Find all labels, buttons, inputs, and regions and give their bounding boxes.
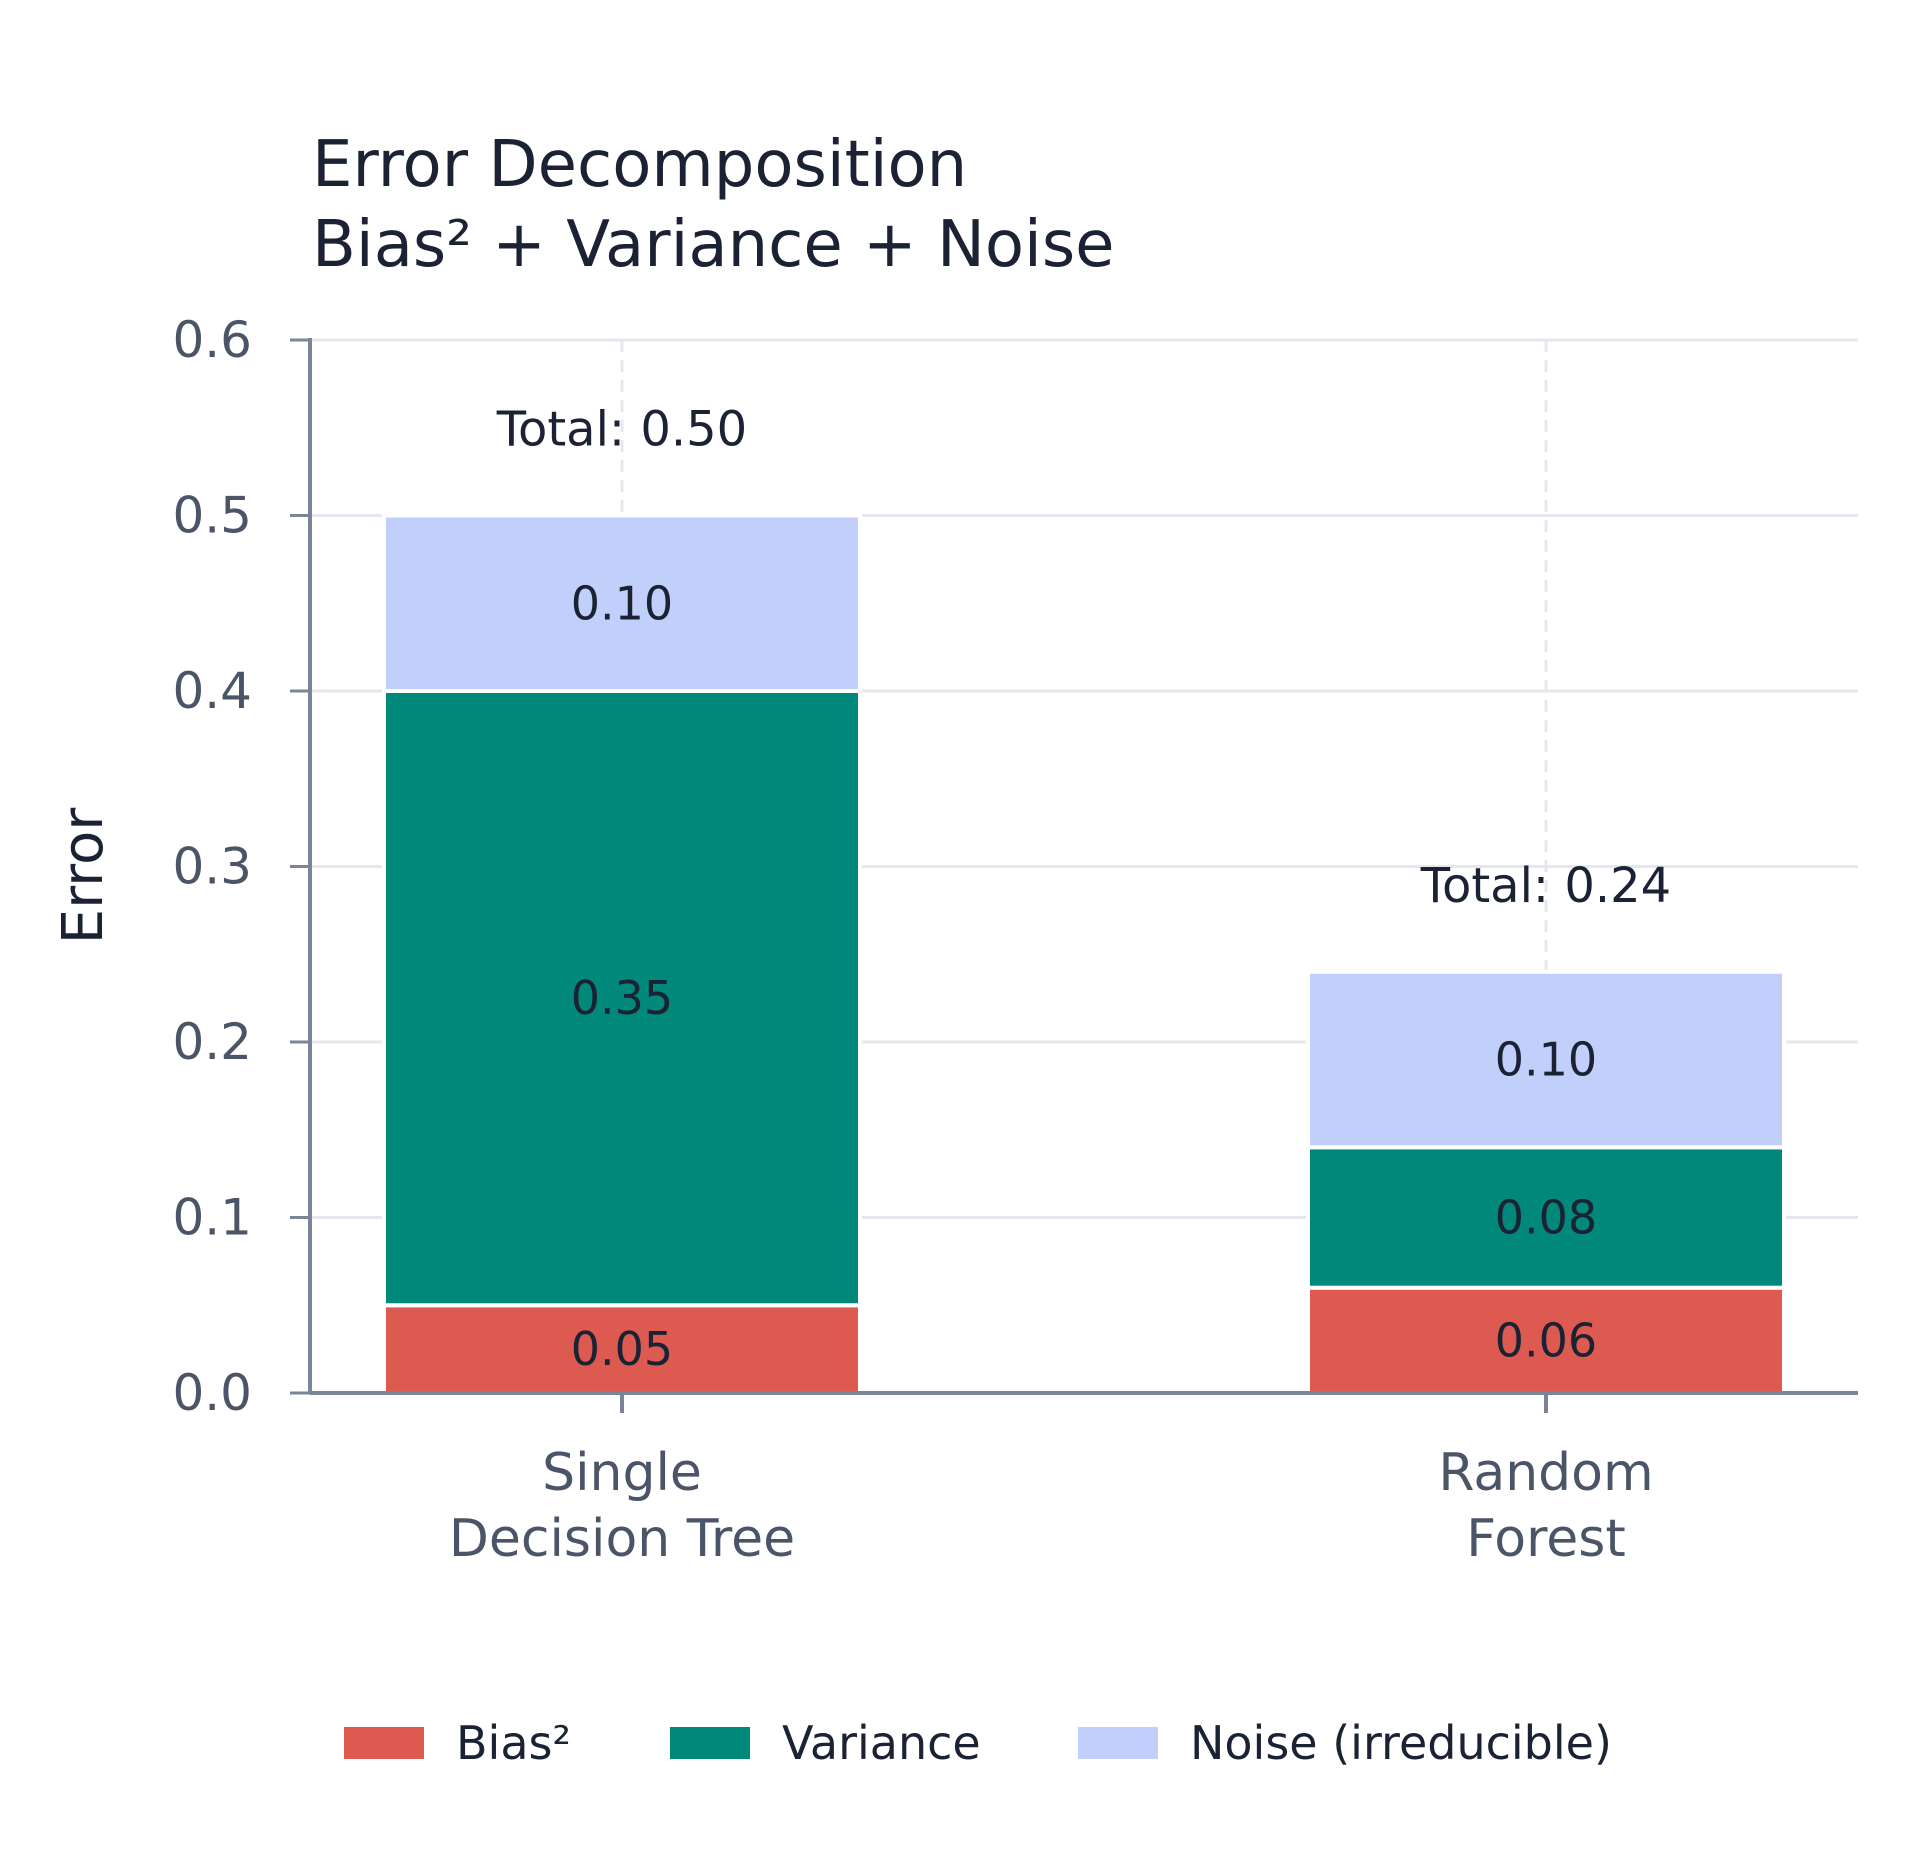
y-tick-label: 0.1 bbox=[172, 1189, 252, 1247]
y-tick-label: 0.4 bbox=[172, 662, 252, 720]
data-label: 0.10 bbox=[571, 576, 673, 630]
total-label: Total: 0.24 bbox=[1420, 858, 1671, 914]
x-tick-label: Single bbox=[542, 1443, 702, 1503]
bar-segment bbox=[1306, 1285, 1786, 1395]
total-label: Total: 0.50 bbox=[496, 402, 747, 458]
y-tick-label: 0.3 bbox=[172, 838, 252, 896]
y-tick-label: 0.2 bbox=[172, 1013, 252, 1071]
legend-swatch bbox=[670, 1727, 750, 1759]
data-label: 0.10 bbox=[1495, 1033, 1597, 1087]
y-tick-label: 0.5 bbox=[172, 487, 252, 545]
bar-segment bbox=[1306, 969, 1786, 1150]
chart-title-line1: Error Decomposition bbox=[312, 128, 967, 202]
x-tick-label: Decision Tree bbox=[449, 1509, 795, 1569]
x-tick-label: Forest bbox=[1466, 1509, 1626, 1569]
legend-label: Variance bbox=[782, 1716, 981, 1770]
y-tick-label: 0.0 bbox=[172, 1364, 252, 1422]
data-label: 0.05 bbox=[571, 1322, 673, 1376]
chart-title-line2: Bias² + Variance + Noise bbox=[312, 208, 1115, 282]
data-label: 0.08 bbox=[1495, 1191, 1597, 1245]
legend: Bias² Variance Noise (irreducible) bbox=[344, 1716, 1612, 1770]
y-axis-label: Error bbox=[51, 807, 116, 944]
legend-swatch bbox=[344, 1727, 424, 1759]
x-tick-label: Random bbox=[1438, 1443, 1653, 1503]
data-label: 0.35 bbox=[571, 971, 673, 1025]
bar-segment bbox=[382, 689, 862, 1308]
legend-label: Noise (irreducible) bbox=[1190, 1716, 1612, 1770]
y-tick-label: 0.6 bbox=[172, 311, 252, 369]
bar-segment bbox=[382, 513, 862, 693]
bar-segment bbox=[382, 1303, 862, 1395]
data-label: 0.06 bbox=[1495, 1313, 1597, 1367]
legend-label: Bias² bbox=[456, 1716, 571, 1770]
legend-swatch bbox=[1078, 1727, 1158, 1759]
bars: 0.05 0.35 0.10 Total: 0.50 0.06 0.08 0.10 Total… bbox=[382, 402, 1786, 1395]
bar-segment bbox=[1306, 1145, 1786, 1290]
